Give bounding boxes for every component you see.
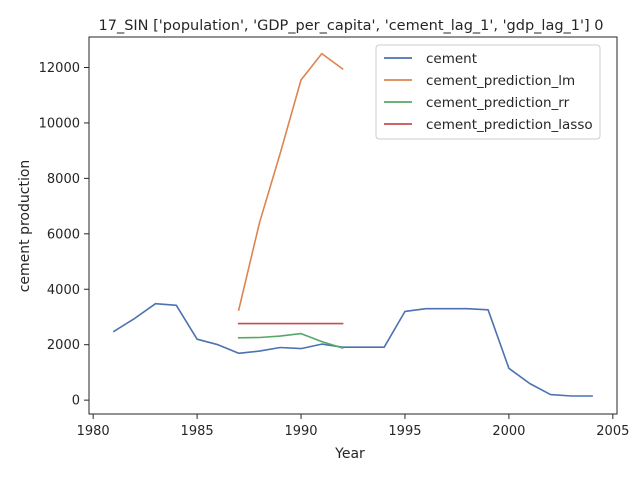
- series-line-cement: [112, 302, 593, 397]
- y-tick-label: 6000: [47, 227, 80, 242]
- legend-label: cement_prediction_rr: [426, 95, 570, 111]
- y-axis-label: cement production: [17, 160, 33, 293]
- x-tick-label: 1995: [388, 424, 421, 439]
- legend-label: cement_prediction_lasso: [426, 117, 593, 133]
- legend-label: cement_prediction_lm: [426, 73, 575, 89]
- y-axis: 0 2000 4000 6000 8000 10000 12000: [39, 61, 89, 409]
- legend: cement cement_prediction_lm cement_predict…: [375, 44, 601, 140]
- x-tick-label: 2005: [596, 424, 629, 439]
- x-tick-label: 2000: [492, 424, 525, 439]
- x-tick-label: 1990: [284, 424, 317, 439]
- series-line-cement-prediction-rr: [237, 332, 344, 349]
- y-tick-label: 12000: [39, 61, 80, 76]
- legend-label: cement: [426, 51, 477, 67]
- y-tick-label: 2000: [47, 338, 80, 353]
- y-tick-label: 4000: [47, 283, 80, 298]
- y-tick-label: 10000: [39, 116, 80, 131]
- y-tick-label: 0: [72, 394, 80, 409]
- legend-box: [375, 44, 601, 140]
- x-axis-label: Year: [334, 446, 365, 462]
- chart-title: 17_SIN ['population', 'GDP_per_capita', …: [99, 18, 604, 34]
- x-tick-label: 1985: [181, 424, 214, 439]
- x-axis: 1980 1985 1990 1995 2000 2005: [77, 414, 629, 439]
- y-tick-label: 8000: [47, 172, 80, 187]
- x-tick-label: 1980: [77, 424, 110, 439]
- series-line-cement-prediction-lm: [237, 52, 344, 311]
- plot-frame: [88, 36, 618, 415]
- plot-area: [112, 52, 593, 397]
